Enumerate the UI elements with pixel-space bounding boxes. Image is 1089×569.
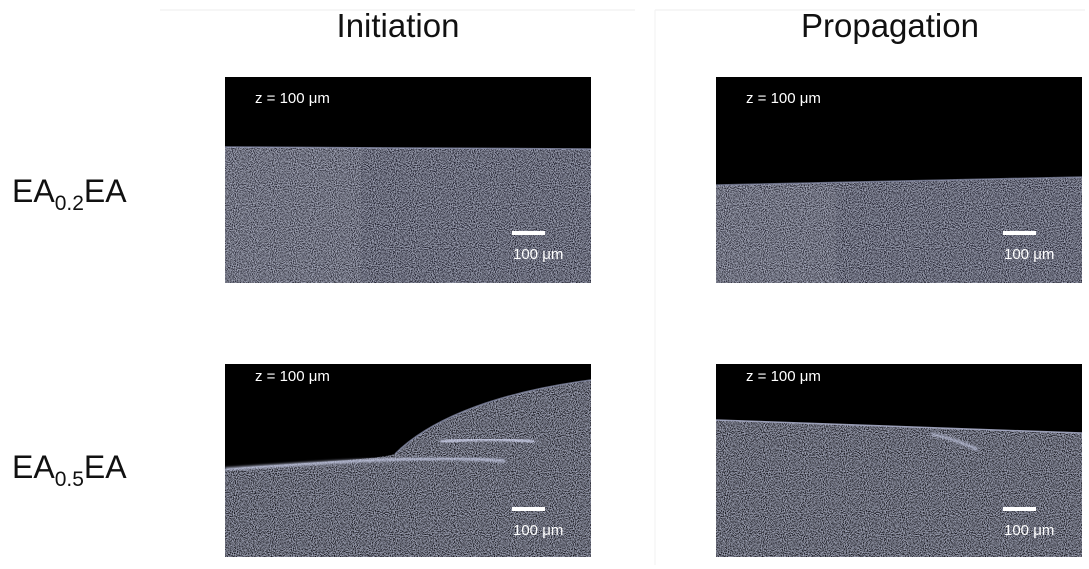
scale-label: 100 μm bbox=[1004, 522, 1054, 539]
image-panel: z = 100 μm 100 μm bbox=[716, 77, 1082, 283]
label-tail: EA bbox=[84, 449, 127, 485]
label-tail: EA bbox=[84, 173, 127, 209]
body: Initiation Propagation EA0.2EA EA0.5EA z… bbox=[0, 0, 1089, 569]
figure: Initiation Propagation EA0.2EA EA0.5EA z… bbox=[0, 0, 1089, 569]
label-sub: 0.2 bbox=[55, 192, 84, 215]
depth-label: z = 100 μm bbox=[255, 90, 330, 107]
label-base: EA bbox=[12, 449, 55, 485]
scale-label: 100 μm bbox=[513, 246, 563, 263]
image-panel: z = 100 μm 100 μm bbox=[716, 364, 1082, 557]
depth-label: z = 100 μm bbox=[746, 90, 821, 107]
image-panel: z = 100 μm 100 μm bbox=[225, 77, 591, 283]
page: {"columns":[{"title":"Initiation"},{"tit… bbox=[0, 0, 1089, 569]
label-sub: 0.5 bbox=[55, 468, 84, 491]
depth-label: z = 100 μm bbox=[746, 368, 821, 385]
tile bbox=[225, 147, 361, 283]
label-base: EA bbox=[12, 173, 55, 209]
image-panel: z = 100 μm 100 μm bbox=[225, 364, 591, 557]
depth-label: z = 100 μm bbox=[255, 368, 330, 385]
column-title: Propagation bbox=[801, 7, 979, 44]
row-label: EA0.2EA bbox=[12, 173, 127, 215]
row-label: EA0.5EA bbox=[12, 449, 127, 491]
scale-label: 100 μm bbox=[513, 522, 563, 539]
scale-label: 100 μm bbox=[1004, 246, 1054, 263]
tile bbox=[716, 185, 836, 283]
column-title: Initiation bbox=[337, 7, 460, 44]
